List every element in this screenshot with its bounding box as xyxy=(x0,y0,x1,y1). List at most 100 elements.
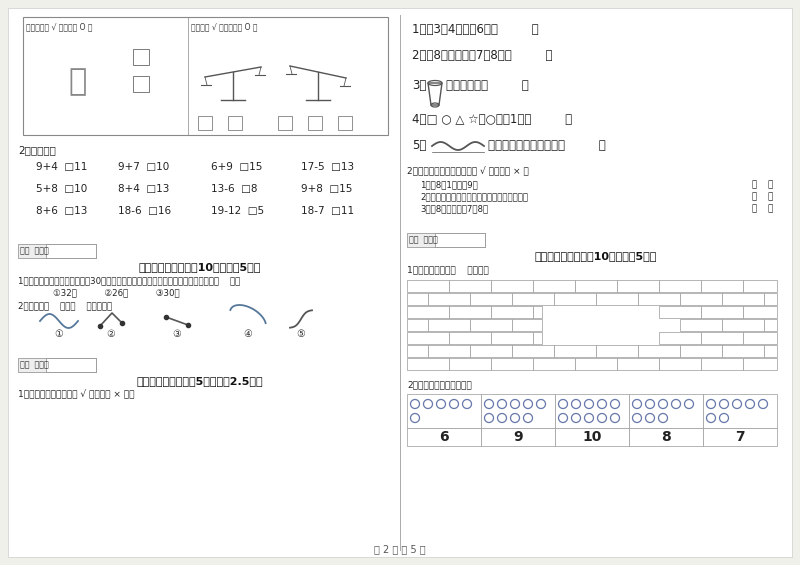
Bar xyxy=(491,306,533,318)
Text: 五、对与错（本题共5分，每题2.5分）: 五、对与错（本题共5分，每题2.5分） xyxy=(137,376,263,386)
Bar xyxy=(308,116,322,130)
Bar xyxy=(407,293,428,305)
Text: 2、下图中（    ）和（    ）是线段。: 2、下图中（ ）和（ ）是线段。 xyxy=(18,301,112,310)
Text: 9+8  □15: 9+8 □15 xyxy=(301,184,352,194)
Bar xyxy=(743,280,777,292)
Bar xyxy=(18,244,96,258)
Text: 6+9  □15: 6+9 □15 xyxy=(211,162,262,172)
Bar xyxy=(764,319,777,331)
Text: 2、比一比。: 2、比一比。 xyxy=(18,145,56,155)
Bar xyxy=(198,116,212,130)
Bar xyxy=(491,332,533,344)
Text: 8+4  □13: 8+4 □13 xyxy=(118,184,170,194)
Bar xyxy=(407,233,485,247)
Text: 18-6  □16: 18-6 □16 xyxy=(118,206,171,216)
Bar xyxy=(481,394,555,428)
Text: 不是圆柱。（         ）: 不是圆柱。（ ） xyxy=(446,79,529,92)
Bar xyxy=(659,358,701,370)
Bar xyxy=(554,293,596,305)
Bar xyxy=(449,280,491,292)
Text: 7: 7 xyxy=(735,430,745,444)
Text: 1、数一数，还缺（    ）块砖。: 1、数一数，还缺（ ）块砖。 xyxy=(407,265,489,274)
Bar xyxy=(407,306,449,318)
Text: 最轻的画 √ ，最重的画 O 。: 最轻的画 √ ，最重的画 O 。 xyxy=(191,22,258,31)
Bar xyxy=(228,116,242,130)
Bar xyxy=(46,244,96,258)
Bar xyxy=(533,306,542,318)
Text: 8: 8 xyxy=(661,430,671,444)
Bar xyxy=(407,332,449,344)
Bar xyxy=(133,49,149,65)
Bar xyxy=(470,345,512,357)
Bar xyxy=(722,345,764,357)
Bar xyxy=(743,306,777,318)
Text: 3、: 3、 xyxy=(412,79,426,92)
Text: 19-12  □5: 19-12 □5 xyxy=(211,206,264,216)
Bar xyxy=(554,345,596,357)
Text: 10: 10 xyxy=(582,430,602,444)
Text: 8+6  □13: 8+6 □13 xyxy=(36,206,87,216)
Bar xyxy=(18,358,96,372)
Bar xyxy=(659,306,701,318)
Bar xyxy=(680,319,722,331)
Bar xyxy=(629,394,703,428)
Text: 3、与8相邻的数是7和8。: 3、与8相邻的数是7和8。 xyxy=(420,204,488,213)
Bar xyxy=(133,76,149,92)
Bar xyxy=(555,394,629,428)
Bar xyxy=(407,319,428,331)
Bar xyxy=(428,319,470,331)
Bar xyxy=(449,358,491,370)
Bar xyxy=(680,345,722,357)
Bar xyxy=(407,428,481,446)
Bar xyxy=(743,332,777,344)
Text: 5、: 5、 xyxy=(412,139,426,152)
Text: 18-7  □11: 18-7 □11 xyxy=(301,206,354,216)
Bar xyxy=(470,293,512,305)
Bar xyxy=(533,280,575,292)
Text: 5+8  □10: 5+8 □10 xyxy=(36,184,87,194)
Text: 9+4  □11: 9+4 □11 xyxy=(36,162,87,172)
Bar xyxy=(629,428,703,446)
Bar xyxy=(46,358,96,372)
Bar xyxy=(701,358,743,370)
Text: 9+7  □10: 9+7 □10 xyxy=(118,162,170,172)
Bar xyxy=(449,332,491,344)
Bar xyxy=(575,358,617,370)
Bar xyxy=(407,280,449,292)
Text: 2、从右边起，第一位是十位，第二位是个位。: 2、从右边起，第一位是十位，第二位是个位。 xyxy=(420,192,528,201)
Text: 1、比8大1的数是9。: 1、比8大1的数是9。 xyxy=(420,180,478,189)
Bar xyxy=(512,319,542,331)
Bar xyxy=(555,428,629,446)
Text: 2、与8相邻的数是7和8。（         ）: 2、与8相邻的数是7和8。（ ） xyxy=(412,49,553,62)
Bar xyxy=(407,394,481,428)
Text: 13-6  □8: 13-6 □8 xyxy=(211,184,258,194)
Text: ③: ③ xyxy=(173,329,182,339)
Text: 这两根绳子不一样长。（         ）: 这两根绳子不一样长。（ ） xyxy=(488,139,606,152)
Text: 9: 9 xyxy=(513,430,523,444)
Bar xyxy=(764,293,777,305)
Text: 2、数的认识，看数涂色。: 2、数的认识，看数涂色。 xyxy=(407,380,472,389)
Text: 6: 6 xyxy=(439,430,449,444)
Bar xyxy=(512,345,554,357)
Text: （    ）: （ ） xyxy=(752,204,774,213)
Text: 🐘: 🐘 xyxy=(69,67,87,97)
Bar xyxy=(428,345,470,357)
Bar xyxy=(638,293,680,305)
Bar xyxy=(701,306,743,318)
Bar xyxy=(722,293,764,305)
Bar xyxy=(428,293,470,305)
Bar xyxy=(491,358,533,370)
Bar xyxy=(512,293,554,305)
Bar xyxy=(435,233,485,247)
Text: 第 2 页 共 5 页: 第 2 页 共 5 页 xyxy=(374,544,426,554)
Bar xyxy=(575,280,617,292)
Text: 17-5  □13: 17-5 □13 xyxy=(301,162,354,172)
Bar xyxy=(617,280,659,292)
Bar xyxy=(481,428,555,446)
Text: 得分  评卷人: 得分 评卷人 xyxy=(20,360,49,370)
Text: 得分  评卷人: 得分 评卷人 xyxy=(20,246,49,255)
Bar xyxy=(470,319,512,331)
Bar xyxy=(680,293,722,305)
Bar xyxy=(659,332,701,344)
Text: ①32棵          ②26棵          ③30棵: ①32棵 ②26棵 ③30棵 xyxy=(53,288,180,297)
